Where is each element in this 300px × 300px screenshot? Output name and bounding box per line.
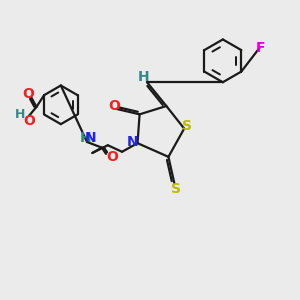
- Text: O: O: [106, 150, 119, 164]
- Text: N: N: [126, 135, 138, 149]
- Text: F: F: [256, 41, 265, 55]
- Text: O: O: [108, 99, 120, 113]
- Text: H: H: [80, 131, 91, 146]
- Text: N: N: [85, 131, 96, 146]
- Text: O: O: [24, 114, 36, 128]
- Text: H: H: [138, 70, 149, 84]
- Text: S: S: [171, 182, 181, 196]
- Text: O: O: [22, 86, 34, 100]
- Text: H: H: [15, 108, 25, 122]
- Text: S: S: [182, 118, 192, 133]
